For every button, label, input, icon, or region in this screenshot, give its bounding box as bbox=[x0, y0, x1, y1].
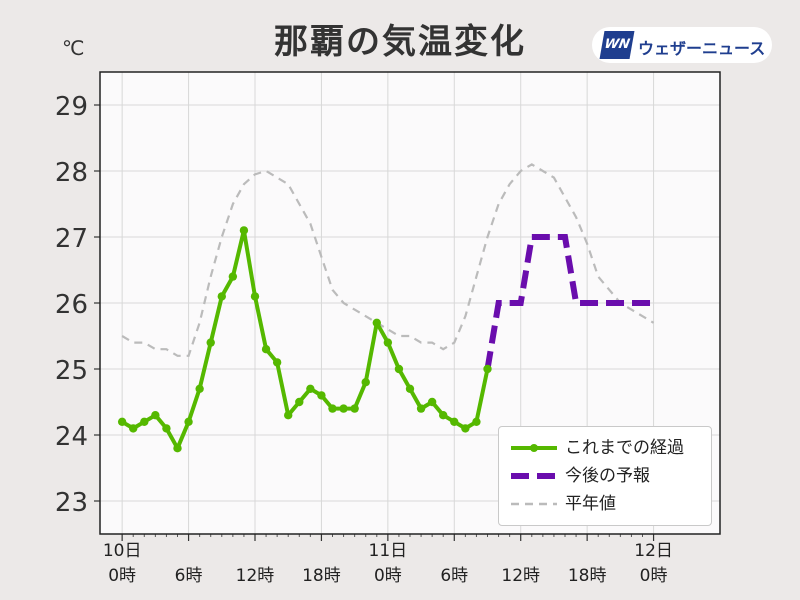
unit-label: ℃ bbox=[62, 36, 85, 60]
legend-swatch-observed bbox=[511, 444, 557, 452]
series-normal-line bbox=[121, 163, 655, 357]
observed-point bbox=[372, 318, 381, 327]
observed-point bbox=[317, 391, 326, 400]
observed-point bbox=[184, 417, 193, 426]
observed-point bbox=[361, 378, 370, 387]
observed-point bbox=[217, 292, 226, 301]
x-tick-day-label: 12日 bbox=[634, 541, 673, 561]
observed-point bbox=[151, 411, 160, 420]
weathernews-logo: WN ウェザーニュース bbox=[592, 27, 772, 63]
x-tick-hour-label: 0時 bbox=[640, 566, 668, 586]
y-tick-label: 28 bbox=[55, 158, 88, 188]
x-tick-hour-label: 6時 bbox=[440, 566, 468, 586]
observed-point bbox=[272, 358, 282, 367]
observed-point bbox=[416, 404, 426, 413]
series-observed-line bbox=[121, 228, 490, 451]
y-tick-label: 29 bbox=[55, 92, 88, 122]
chart-legend: これまでの経過 今後の予報 平年値 bbox=[498, 426, 712, 526]
logo-text: ウェザーニュース bbox=[638, 39, 766, 58]
x-tick-hour-label: 0時 bbox=[108, 566, 136, 586]
observed-point bbox=[383, 338, 393, 347]
observed-point bbox=[284, 411, 293, 420]
observed-point bbox=[405, 384, 415, 393]
observed-point bbox=[162, 424, 171, 433]
legend-swatch-forecast bbox=[511, 473, 557, 479]
y-tick-label: 26 bbox=[55, 290, 88, 320]
y-tick-label: 23 bbox=[55, 488, 88, 518]
observed-point bbox=[339, 404, 348, 413]
y-tick-label: 27 bbox=[55, 224, 88, 254]
legend-label-normal: 平年値 bbox=[565, 494, 616, 514]
observed-point bbox=[350, 404, 359, 413]
observed-point bbox=[206, 338, 215, 347]
x-tick-hour-label: 12時 bbox=[501, 566, 540, 586]
legend-label-forecast: 今後の予報 bbox=[565, 466, 650, 486]
y-tick-label: 25 bbox=[55, 356, 88, 386]
observed-point bbox=[239, 226, 249, 235]
observed-point bbox=[472, 417, 481, 426]
observed-point bbox=[483, 364, 492, 374]
observed-point bbox=[173, 444, 182, 453]
observed-point bbox=[328, 404, 337, 413]
series-forecast-line bbox=[484, 234, 654, 370]
observed-point bbox=[195, 384, 204, 393]
observed-point bbox=[461, 424, 470, 433]
x-tick-day-label: 10日 bbox=[103, 541, 142, 561]
x-tick-hour-label: 12時 bbox=[236, 566, 275, 586]
legend-item-normal: 平年値 bbox=[499, 492, 711, 516]
x-tick-hour-label: 18時 bbox=[302, 566, 341, 586]
legend-swatch-normal bbox=[511, 502, 557, 506]
y-tick-label: 24 bbox=[55, 422, 88, 452]
observed-point bbox=[250, 292, 260, 301]
observed-point bbox=[228, 272, 238, 281]
legend-item-forecast: 今後の予報 bbox=[499, 464, 711, 488]
observed-point bbox=[394, 364, 404, 374]
legend-label-observed: これまでの経過 bbox=[565, 438, 684, 458]
x-tick-hour-label: 0時 bbox=[374, 566, 402, 586]
page-title: 那覇の気温変化 bbox=[274, 22, 526, 62]
x-tick-day-label: 11日 bbox=[369, 541, 408, 561]
observed-point bbox=[129, 424, 138, 433]
observed-point bbox=[306, 384, 315, 393]
observed-point bbox=[117, 417, 127, 426]
legend-item-observed: これまでの経過 bbox=[499, 436, 711, 460]
x-tick-hour-label: 18時 bbox=[568, 566, 607, 586]
observed-point bbox=[261, 345, 271, 354]
x-tick-hour-label: 6時 bbox=[175, 566, 203, 586]
observed-point bbox=[427, 397, 437, 407]
plot-frame bbox=[99, 71, 721, 535]
observed-point bbox=[450, 417, 459, 426]
observed-point bbox=[140, 417, 149, 426]
observed-point bbox=[295, 397, 304, 407]
observed-point bbox=[439, 411, 448, 420]
